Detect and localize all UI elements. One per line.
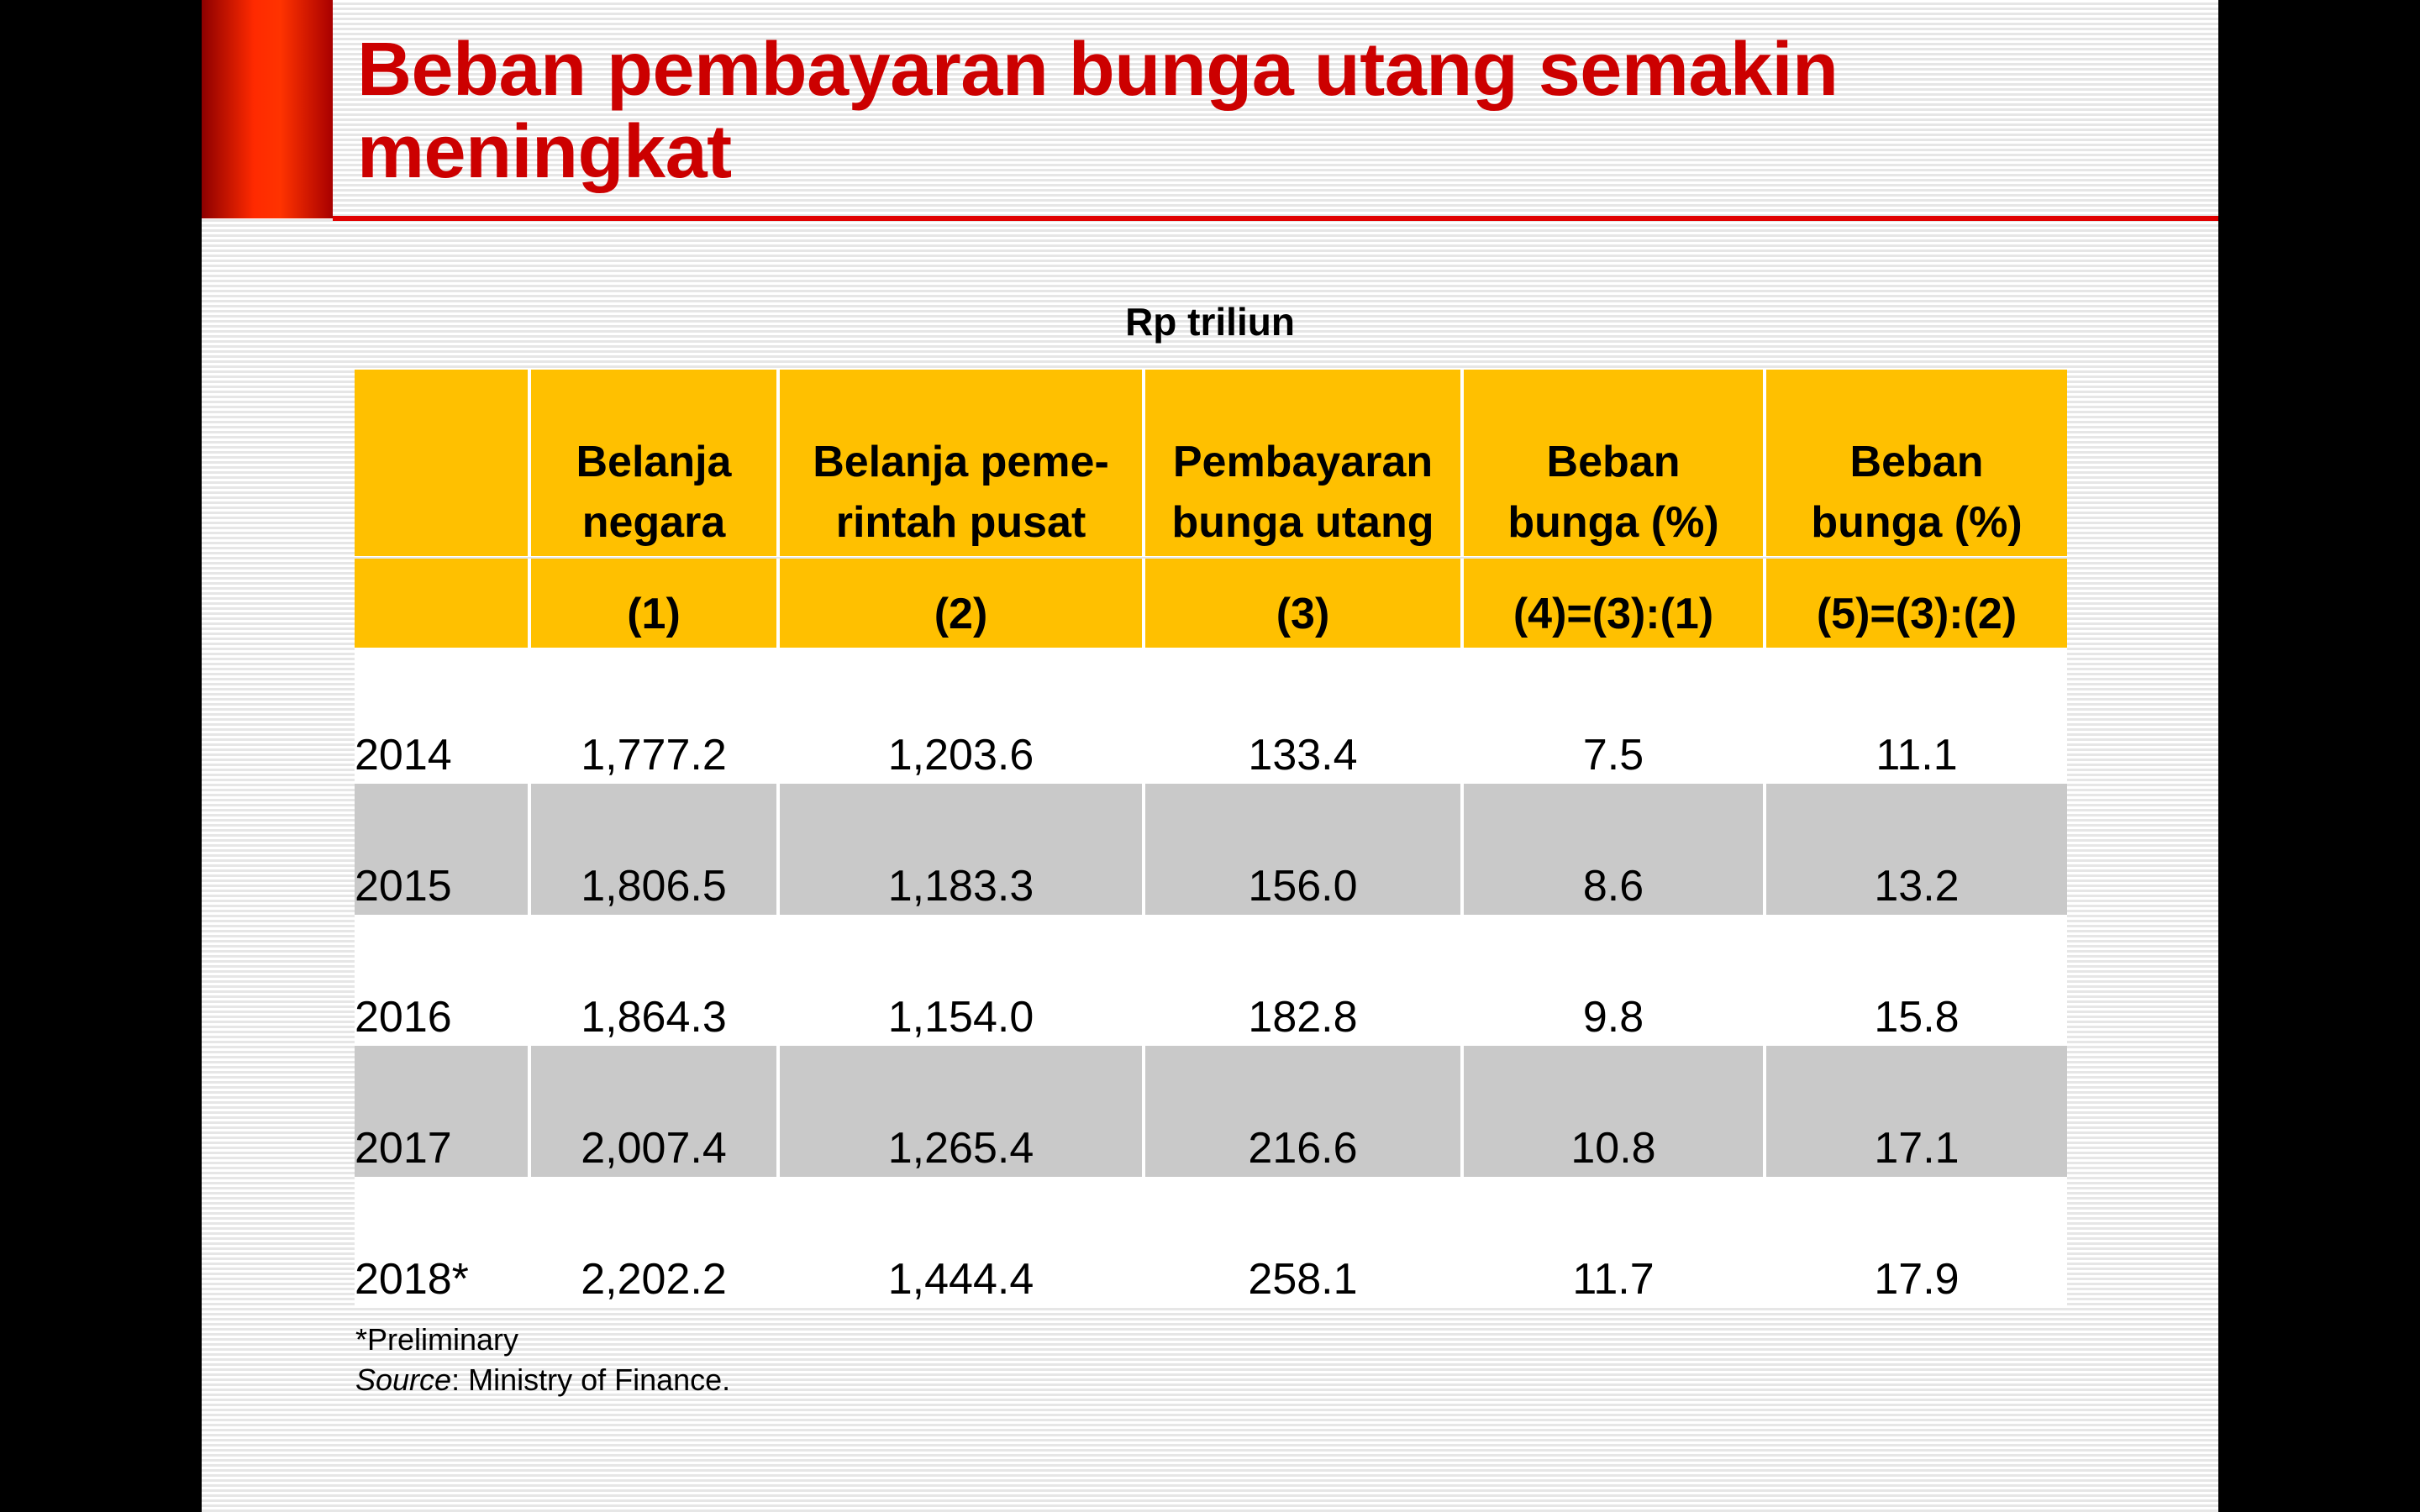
header-cell-beban-bunga-2: Beban bunga (%) (1766, 370, 2067, 556)
number-cell-1: (1) (531, 559, 776, 648)
table-row: 2018* 2,202.2 1,444.4 258.1 11.7 17.9 (355, 1177, 2067, 1308)
source-text: : Ministry of Finance. (451, 1362, 731, 1397)
year-cell: 2016 (355, 915, 528, 1046)
value-cell: 2,007.4 (531, 1046, 776, 1177)
source-label: Source (355, 1362, 452, 1397)
value-cell: 1,806.5 (531, 784, 776, 915)
header-cell-beban-bunga-1: Beban bunga (%) (1464, 370, 1763, 556)
value-cell: 15.8 (1766, 915, 2067, 1046)
value-cell: 182.8 (1145, 915, 1460, 1046)
value-cell: 17.9 (1766, 1177, 2067, 1308)
value-cell: 11.1 (1766, 648, 2067, 784)
header-cell-pembayaran-bunga: Pembayaran bunga utang (1145, 370, 1460, 556)
value-cell: 1,154.0 (780, 915, 1142, 1046)
value-cell: 13.2 (1766, 784, 2067, 915)
year-cell: 2014 (355, 648, 528, 784)
value-cell: 8.6 (1464, 784, 1763, 915)
header-cell-belanja-negara: Belanja negara (531, 370, 776, 556)
value-cell: 1,777.2 (531, 648, 776, 784)
value-cell: 1,444.4 (780, 1177, 1142, 1308)
value-cell: 1,864.3 (531, 915, 776, 1046)
header-cell-year (355, 370, 528, 556)
header-cell-belanja-pusat: Belanja peme-rintah pusat (780, 370, 1142, 556)
value-cell: 7.5 (1464, 648, 1763, 784)
value-cell: 9.8 (1464, 915, 1763, 1046)
interest-table: Belanja negara Belanja peme-rintah pusat … (355, 370, 2067, 1308)
red-accent-bar (202, 0, 333, 218)
value-cell: 216.6 (1145, 1046, 1460, 1177)
number-cell-0 (355, 559, 528, 648)
unit-label: Rp triliun (1125, 300, 1295, 344)
value-cell: 133.4 (1145, 648, 1460, 784)
number-cell-3: (3) (1145, 559, 1460, 648)
number-cell-2: (2) (780, 559, 1142, 648)
number-cell-4: (4)=(3):(1) (1464, 559, 1763, 648)
value-cell: 17.1 (1766, 1046, 2067, 1177)
value-cell: 1,203.6 (780, 648, 1142, 784)
value-cell: 156.0 (1145, 784, 1460, 915)
value-cell: 2,202.2 (531, 1177, 776, 1308)
year-cell: 2017 (355, 1046, 528, 1177)
source-note: Source: Ministry of Finance. (355, 1362, 730, 1398)
preliminary-note: *Preliminary (355, 1322, 519, 1357)
value-cell: 1,265.4 (780, 1046, 1142, 1177)
value-cell: 1,183.3 (780, 784, 1142, 915)
slide-title: Beban pembayaran bunga utang semakin men… (357, 28, 1839, 194)
year-cell: 2015 (355, 784, 528, 915)
number-cell-5: (5)=(3):(2) (1766, 559, 2067, 648)
table-row: 2014 1,777.2 1,203.6 133.4 7.5 11.1 (355, 648, 2067, 784)
table-number-row: (1) (2) (3) (4)=(3):(1) (5)=(3):(2) (355, 559, 2067, 648)
year-cell: 2018* (355, 1177, 528, 1308)
value-cell: 10.8 (1464, 1046, 1763, 1177)
value-cell: 258.1 (1145, 1177, 1460, 1308)
title-underline (333, 216, 2218, 221)
value-cell: 11.7 (1464, 1177, 1763, 1308)
table-header-row: Belanja negara Belanja peme-rintah pusat … (355, 370, 2067, 556)
table-row: 2016 1,864.3 1,154.0 182.8 9.8 15.8 (355, 915, 2067, 1046)
table-row: 2017 2,007.4 1,265.4 216.6 10.8 17.1 (355, 1046, 2067, 1177)
table-row: 2015 1,806.5 1,183.3 156.0 8.6 13.2 (355, 784, 2067, 915)
slide: Beban pembayaran bunga utang semakin men… (202, 0, 2218, 1512)
